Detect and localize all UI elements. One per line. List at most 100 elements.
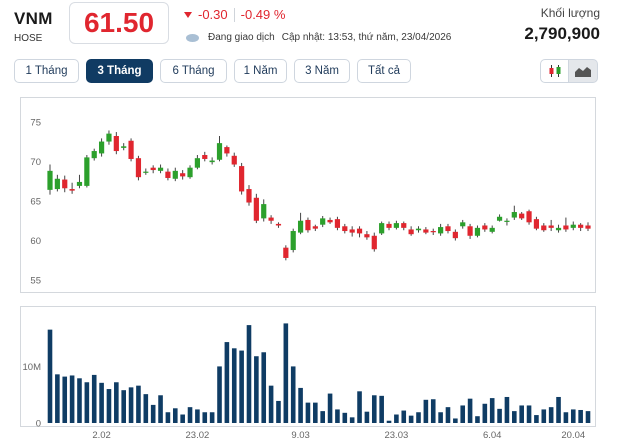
- volume-bar: [327, 393, 333, 423]
- volume-bar: [69, 375, 75, 423]
- volume-bar: [394, 414, 399, 423]
- tab-6-months[interactable]: 6 Tháng: [160, 59, 227, 83]
- status-text: Đang giao dịch: [208, 32, 275, 43]
- candle-up: [194, 158, 200, 168]
- volume-bar: [143, 394, 149, 423]
- date-tick-label: 23.02: [186, 430, 210, 441]
- area-chart-button[interactable]: [569, 59, 598, 83]
- candle-down: [482, 225, 488, 230]
- volume-bar: [475, 416, 480, 423]
- volume-bar: [357, 391, 362, 423]
- candle-up: [172, 170, 178, 179]
- candle-up: [297, 220, 304, 233]
- volume-bar: [371, 395, 377, 423]
- volume-bar: [276, 400, 281, 423]
- volume-bar: [298, 387, 303, 423]
- volume-bar: [379, 395, 384, 423]
- candle-down: [349, 229, 355, 233]
- volume-bar: [482, 403, 488, 423]
- volume-bar: [519, 405, 524, 423]
- date-tick-label: 9.03: [291, 430, 310, 441]
- candle-down: [423, 229, 429, 233]
- volume-bar: [187, 407, 193, 423]
- candle-up: [187, 167, 193, 178]
- candle-up: [489, 227, 495, 232]
- candle-down: [246, 189, 252, 203]
- candle-up: [555, 227, 562, 231]
- candle-up: [496, 216, 503, 221]
- ticker-symbol: VNM: [14, 9, 53, 28]
- volume-bar: [91, 374, 97, 423]
- candle-down: [386, 223, 392, 228]
- volume-bar: [106, 389, 112, 423]
- volume-bar: [202, 412, 208, 423]
- exchange-label: HOSE: [14, 33, 43, 44]
- candle-down: [312, 226, 318, 229]
- candle-up: [474, 227, 481, 236]
- tab-3-years[interactable]: 3 Năm: [294, 59, 350, 83]
- volume-bar: [254, 356, 259, 423]
- candle-down: [541, 225, 547, 231]
- candlestick-chart-button[interactable]: [540, 59, 569, 83]
- candle-down: [165, 171, 171, 178]
- candle-down: [135, 158, 142, 178]
- volume-bar: [541, 409, 547, 423]
- volume-bar: [239, 350, 244, 423]
- candle-up: [320, 218, 326, 225]
- volume-bar: [62, 376, 68, 423]
- price-tick-label: 60: [30, 236, 41, 247]
- volume-bar: [47, 329, 53, 423]
- candle-down: [69, 189, 75, 191]
- volume-bar: [430, 399, 436, 423]
- candle-down: [533, 219, 540, 229]
- candle-down: [445, 226, 451, 232]
- volume-bar: [320, 411, 325, 423]
- date-tick-label: 23.03: [384, 430, 408, 441]
- volume-bar: [453, 418, 458, 423]
- volume-tick-label: 0: [36, 419, 41, 430]
- candle-up: [76, 181, 83, 186]
- volume-bar: [128, 387, 134, 423]
- volume-bar: [150, 404, 156, 423]
- tab-1-year[interactable]: 1 Năm: [234, 59, 287, 83]
- candle-up: [143, 171, 149, 173]
- range-tabs: 1 Tháng 3 Tháng 6 Tháng 1 Năm 3 Năm Tất …: [14, 59, 418, 83]
- candle-down: [519, 213, 525, 219]
- volume-bar: [401, 410, 407, 423]
- chart-type-switch: [540, 59, 598, 83]
- tab-3-months[interactable]: 3 Tháng: [86, 59, 153, 83]
- volume-bar: [114, 382, 119, 423]
- volume-value: 2,790,900: [524, 24, 600, 43]
- volume-bar: [335, 409, 340, 423]
- candle-down: [548, 225, 554, 228]
- date-tick-label: 6.04: [483, 430, 502, 441]
- tab-1-month[interactable]: 1 Tháng: [14, 59, 79, 83]
- candle-down: [239, 166, 245, 192]
- area-chart-icon: [575, 67, 591, 77]
- volume-bar: [158, 395, 163, 423]
- volume-bar: [209, 412, 215, 423]
- candle-up: [511, 212, 517, 218]
- volume-bar: [349, 417, 355, 423]
- price-chart-panel: [20, 97, 596, 293]
- candle-down: [401, 223, 407, 228]
- candle-down: [128, 140, 134, 159]
- volume-label: Khối lượng: [540, 6, 600, 20]
- candle-up: [415, 228, 422, 231]
- candle-down: [585, 225, 591, 229]
- divider: [233, 7, 235, 22]
- volume-bar: [578, 409, 583, 423]
- volume-bar: [195, 409, 200, 423]
- volume-bar: [217, 366, 222, 423]
- update-time: Cập nhật: 13:53, thứ năm, 23/04/2026: [281, 32, 452, 43]
- volume-bar: [467, 398, 473, 423]
- candle-down: [526, 211, 532, 223]
- tab-all[interactable]: Tất cả: [357, 59, 411, 83]
- volume-bar: [460, 405, 466, 423]
- candle-down: [283, 247, 289, 258]
- volume-bar: [136, 385, 141, 423]
- candle-down: [180, 173, 186, 177]
- volume-bar: [268, 385, 274, 423]
- candle-down: [334, 219, 341, 228]
- candle-up: [157, 167, 164, 171]
